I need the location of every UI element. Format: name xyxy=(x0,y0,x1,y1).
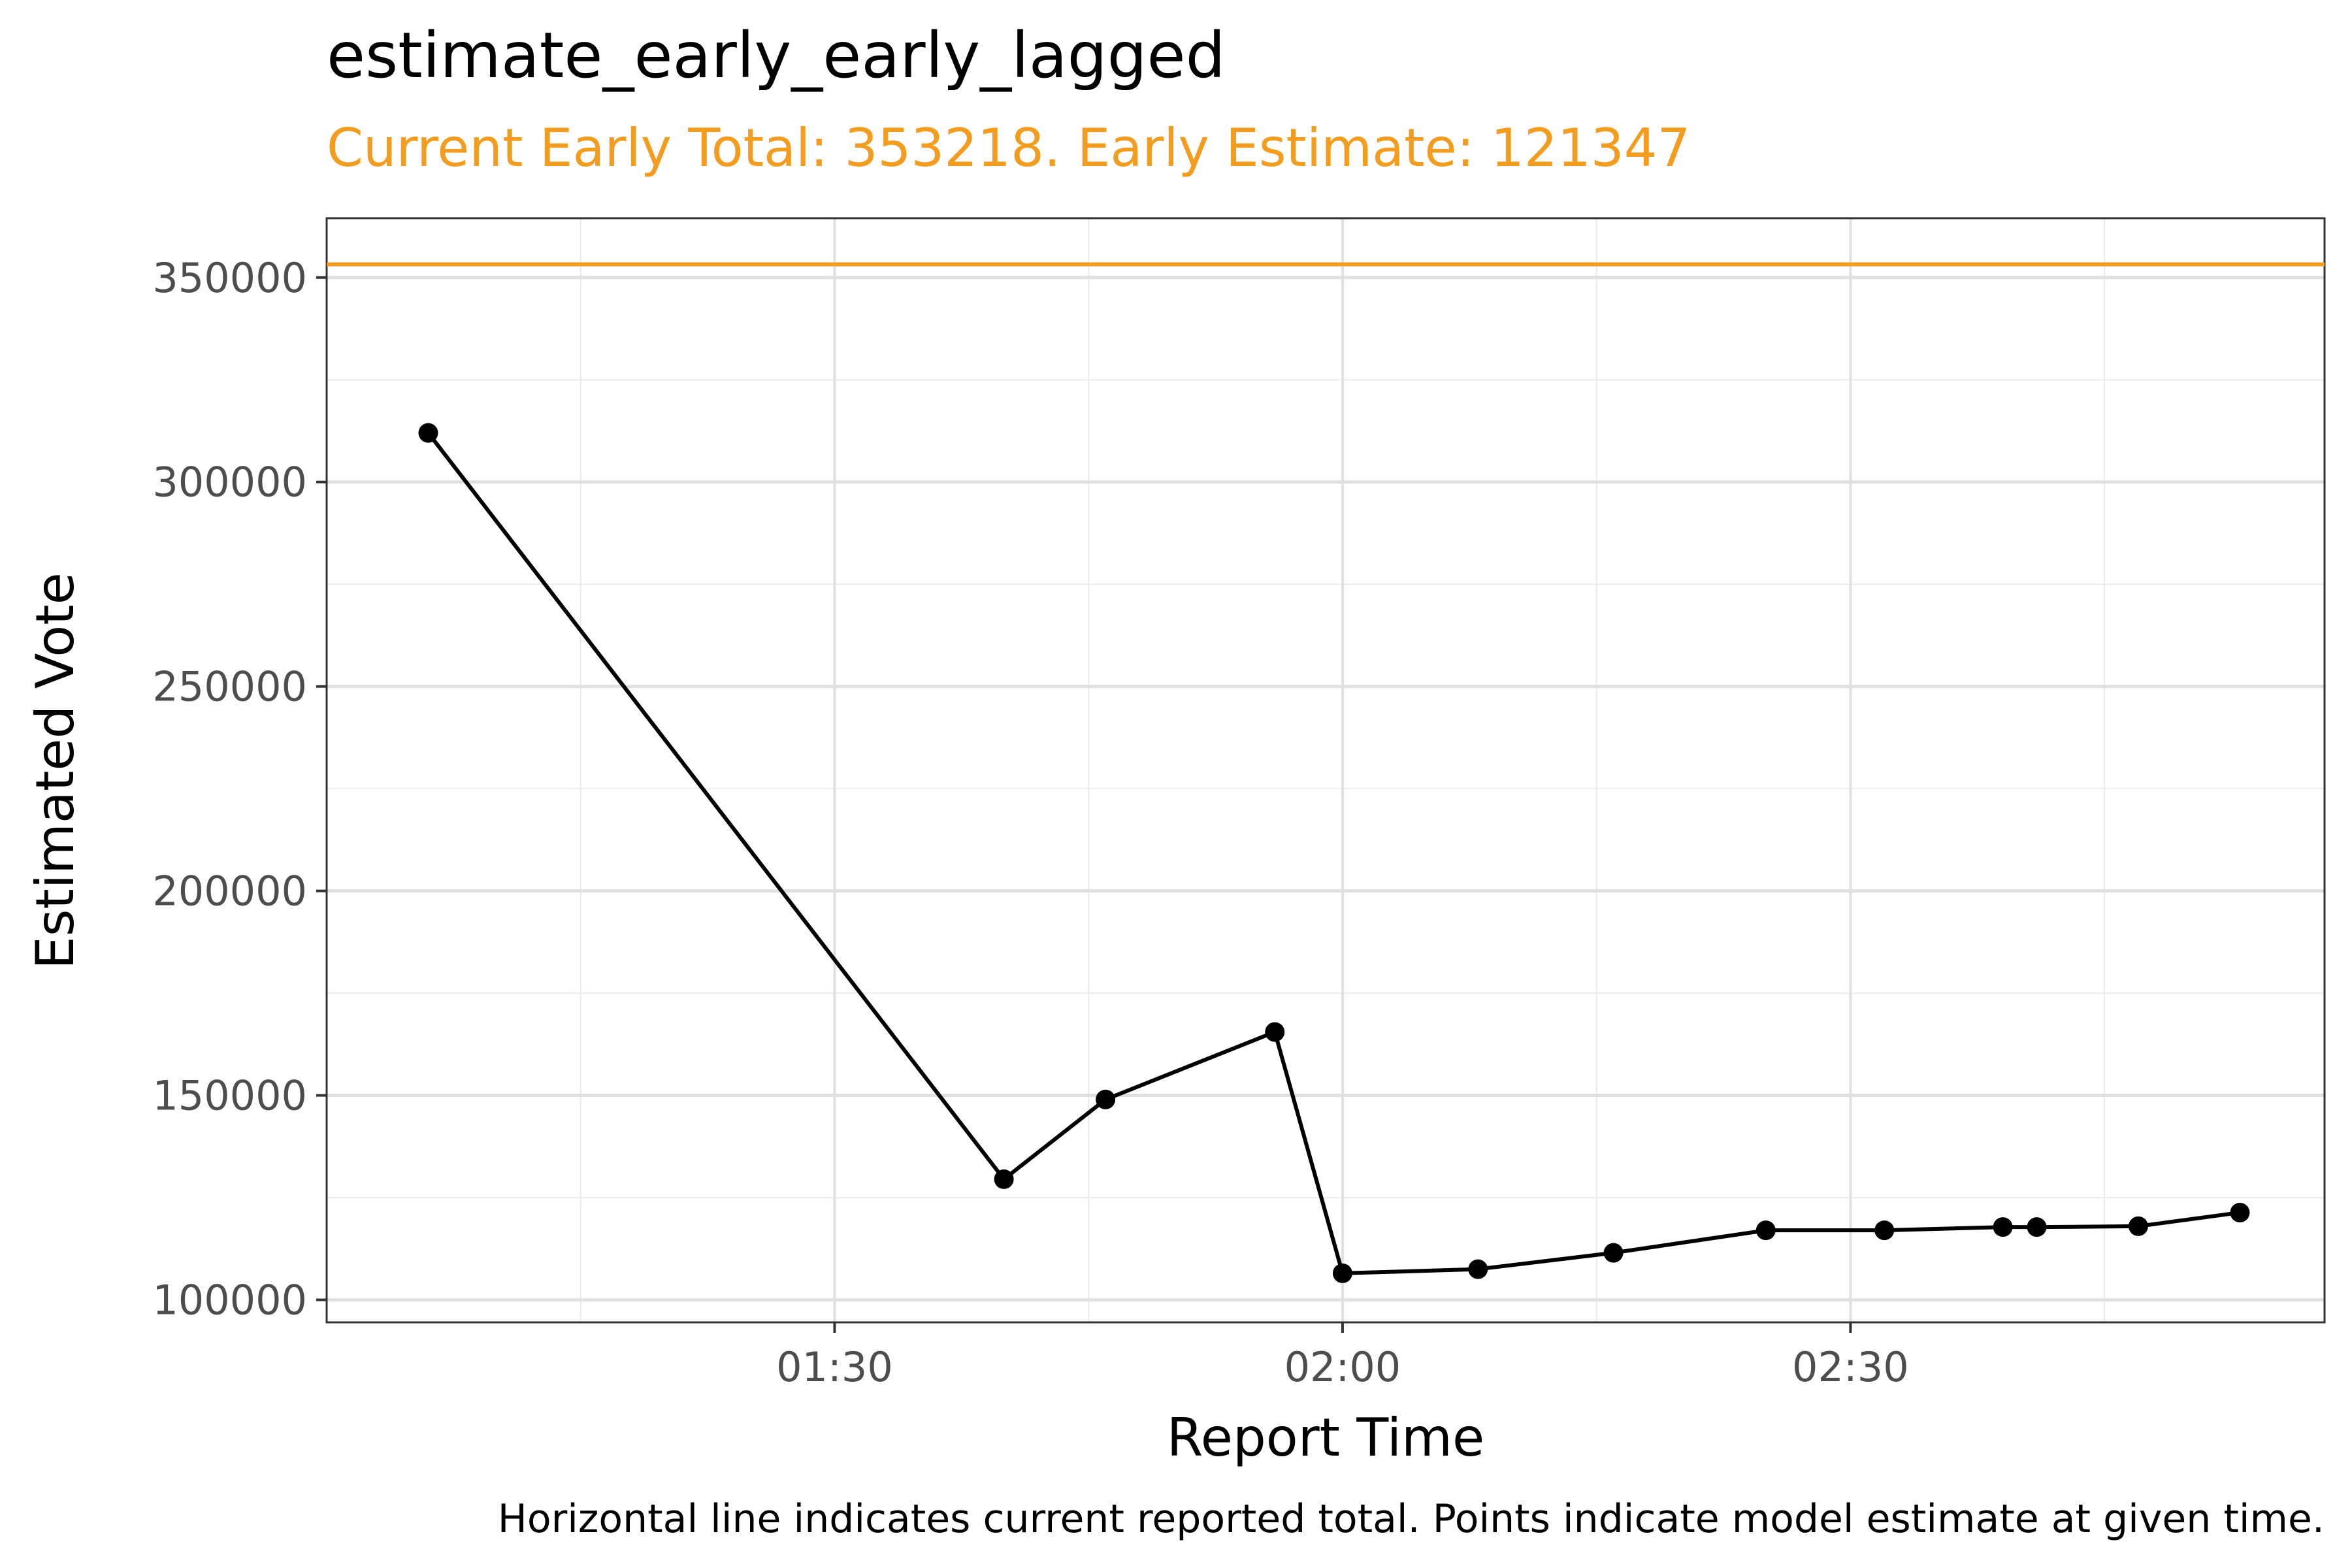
series-layer xyxy=(418,423,2250,1283)
chart-title: estimate_early_early_lagged xyxy=(327,19,1226,92)
y-tick-label: 300000 xyxy=(152,459,307,506)
x-tick-label: 02:30 xyxy=(1792,1343,1909,1391)
data-point xyxy=(1265,1022,1285,1042)
data-point xyxy=(1332,1263,1352,1283)
grid-lines xyxy=(327,218,2325,1322)
y-tick-label: 250000 xyxy=(152,663,307,711)
y-tick-label: 200000 xyxy=(152,868,307,915)
data-point xyxy=(2230,1202,2250,1222)
chart-caption: Horizontal line indicates current report… xyxy=(498,1496,2325,1542)
y-axis-ticks: 100000 150000 200000 250000 300000 350000 xyxy=(152,254,327,1324)
data-point xyxy=(1874,1220,1895,1241)
x-axis-label: Report Time xyxy=(1167,1407,1484,1468)
data-point xyxy=(2027,1217,2047,1237)
chart-subtitle: Current Early Total: 353218. Early Estim… xyxy=(327,118,1690,178)
y-axis-label: Estimated Vote xyxy=(25,572,86,970)
series-line xyxy=(427,431,2240,1275)
plot-panel xyxy=(325,217,2326,1324)
y-tick-label: 150000 xyxy=(152,1072,307,1120)
data-point xyxy=(1603,1243,1624,1263)
data-point xyxy=(1756,1220,1776,1241)
y-tick-label: 350000 xyxy=(152,254,307,302)
data-point xyxy=(2128,1216,2148,1236)
x-tick-label: 02:00 xyxy=(1284,1343,1401,1391)
x-tick-label: 01:30 xyxy=(776,1343,893,1391)
data-point xyxy=(1993,1217,2013,1237)
data-point xyxy=(418,423,438,443)
data-point xyxy=(994,1169,1014,1189)
data-point xyxy=(1096,1089,1116,1109)
x-axis-ticks: 01:30 02:00 02:30 xyxy=(776,1322,1909,1391)
y-tick-label: 100000 xyxy=(152,1277,307,1324)
data-point xyxy=(1468,1259,1488,1279)
